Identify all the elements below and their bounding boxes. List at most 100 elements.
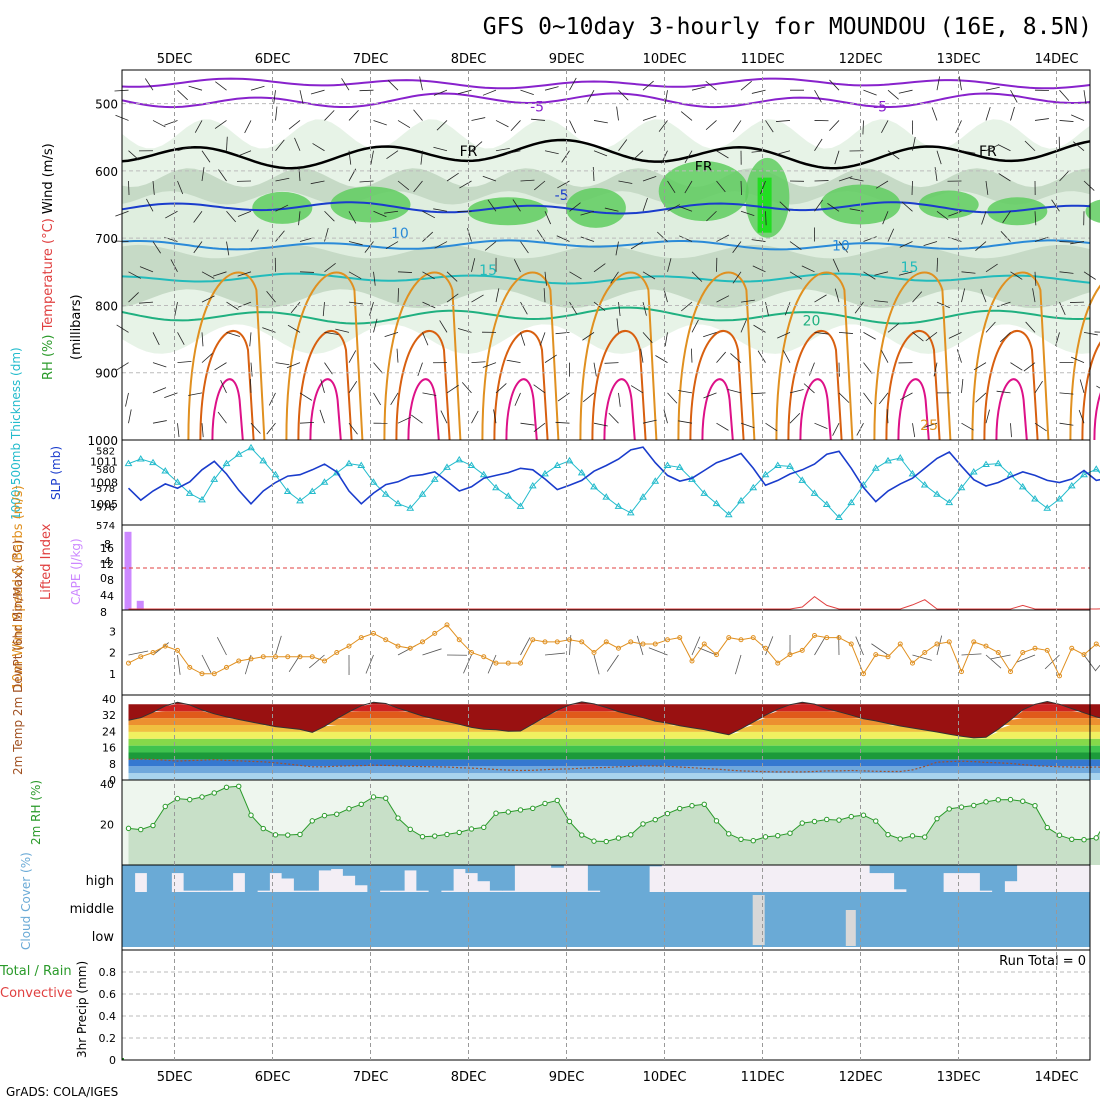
cloud-high-bar — [379, 865, 393, 891]
thickness-marker — [430, 475, 439, 482]
wind-barb — [152, 332, 160, 346]
thickness-tick-label: 576 — [96, 502, 115, 513]
wind-speed-marker — [665, 637, 670, 643]
thickness-marker — [884, 456, 892, 464]
thickness-marker — [786, 462, 794, 469]
wind-barb — [520, 89, 534, 96]
wind-speed-marker — [714, 652, 719, 658]
wind-barb — [862, 120, 864, 135]
wind-barb — [956, 349, 962, 363]
wind-barb — [569, 77, 577, 91]
wind-barb — [152, 420, 167, 424]
wind-barb — [667, 180, 676, 194]
wind-barb — [740, 80, 752, 91]
thickness-marker — [896, 454, 905, 461]
thickness-marker — [553, 461, 562, 468]
rh2m-marker — [885, 831, 891, 838]
cloud-high-bar — [955, 865, 969, 874]
wind-barb — [1073, 141, 1085, 152]
thickness-marker — [945, 498, 954, 506]
wind-barb — [998, 173, 1011, 182]
cloud-high-bar — [146, 865, 160, 892]
wind-barb — [900, 392, 913, 401]
wind-barb — [433, 146, 448, 152]
wind-barb — [348, 271, 362, 280]
cloud-high-bar — [992, 865, 1005, 892]
wind-barb — [152, 387, 167, 394]
thickness-marker — [1043, 504, 1052, 511]
rh2m-marker — [346, 806, 352, 812]
wind-barb — [1096, 385, 1100, 389]
cloud-high-bar — [489, 865, 503, 891]
wind-barb — [373, 271, 376, 286]
rh2m-marker — [187, 796, 193, 803]
cloud-high-bar — [1004, 865, 1018, 882]
wind-speed-marker — [260, 654, 266, 660]
wind-barb — [923, 422, 938, 428]
wind-panel-frame — [121, 609, 1091, 696]
wind-barb — [531, 118, 546, 121]
rh2m-marker — [456, 829, 462, 836]
wind-speed-marker — [1008, 669, 1013, 675]
day-label-top: 7DEC — [353, 52, 389, 67]
boundary-layer-isotherm — [799, 378, 832, 441]
surface-wind-barb — [765, 636, 774, 656]
wind-barb — [310, 180, 325, 185]
rh2m-marker — [652, 816, 658, 823]
temperature-tick-label: 8 — [109, 758, 116, 771]
wind-barb — [593, 422, 608, 427]
surface-wind-barb — [201, 654, 212, 674]
pressure-tick-label: 500 — [95, 98, 118, 112]
thickness-marker — [577, 468, 586, 476]
wind-barb — [520, 241, 529, 254]
wind-barb — [849, 177, 864, 182]
cloud-high-bar — [649, 865, 662, 867]
temperature-band — [128, 711, 1100, 738]
thickness-marker — [871, 464, 880, 471]
boundary-layer-isotherm — [383, 271, 462, 441]
wind-ylabel: 10m Wind Speed & Barbs (m/s) — [11, 485, 26, 690]
cloud-high-bar — [306, 865, 319, 891]
wind-barb — [789, 412, 801, 424]
wind-barb — [413, 109, 423, 121]
wind-barb — [604, 362, 619, 364]
wind-barb — [985, 180, 989, 195]
lifted-index-tick: -8 — [100, 538, 111, 551]
precip-tick-label: 0.2 — [99, 1032, 117, 1045]
rh2m-marker — [971, 802, 977, 809]
wind-tick-label: 1 — [109, 668, 116, 681]
wind-speed-marker — [616, 645, 621, 651]
wind-barb — [359, 89, 374, 92]
wind-barb — [128, 150, 140, 161]
thickness-marker — [761, 470, 770, 478]
temperature-band — [128, 759, 1100, 767]
wind-speed-marker — [371, 630, 376, 636]
wind-barb — [495, 120, 509, 128]
rh2m-marker — [677, 805, 683, 812]
wind-barb — [640, 348, 644, 363]
wind-barb — [1059, 422, 1074, 426]
upper-air-contours: -5 -5 FR FR FR -5 10 10 15 15 20 25 — [114, 76, 1100, 441]
temperature-tick-label: 40 — [102, 693, 116, 706]
thickness-marker — [455, 455, 464, 463]
wind-barb — [664, 90, 668, 105]
wind-barb — [387, 80, 399, 91]
thickness-marker — [908, 469, 917, 477]
wind-barb — [410, 414, 423, 424]
wind-barb — [887, 89, 899, 100]
rh2m-marker — [1069, 836, 1075, 842]
cloud-gap-block — [752, 895, 765, 945]
precip-tick-label: 0.4 — [99, 1010, 117, 1023]
boundary-layer-isotherm — [591, 330, 647, 441]
thickness-marker — [479, 470, 488, 478]
wind-barb — [765, 120, 774, 133]
wind-barb — [716, 295, 730, 303]
wind-barb — [1034, 211, 1037, 226]
wind-barb — [618, 180, 633, 184]
wind-barb — [752, 265, 766, 273]
wind-barb — [422, 271, 435, 280]
cape-tick: 16 — [100, 542, 114, 555]
wind-barb — [369, 301, 374, 316]
cloud-high-bar — [624, 865, 638, 892]
wind-speed-marker — [493, 660, 499, 666]
